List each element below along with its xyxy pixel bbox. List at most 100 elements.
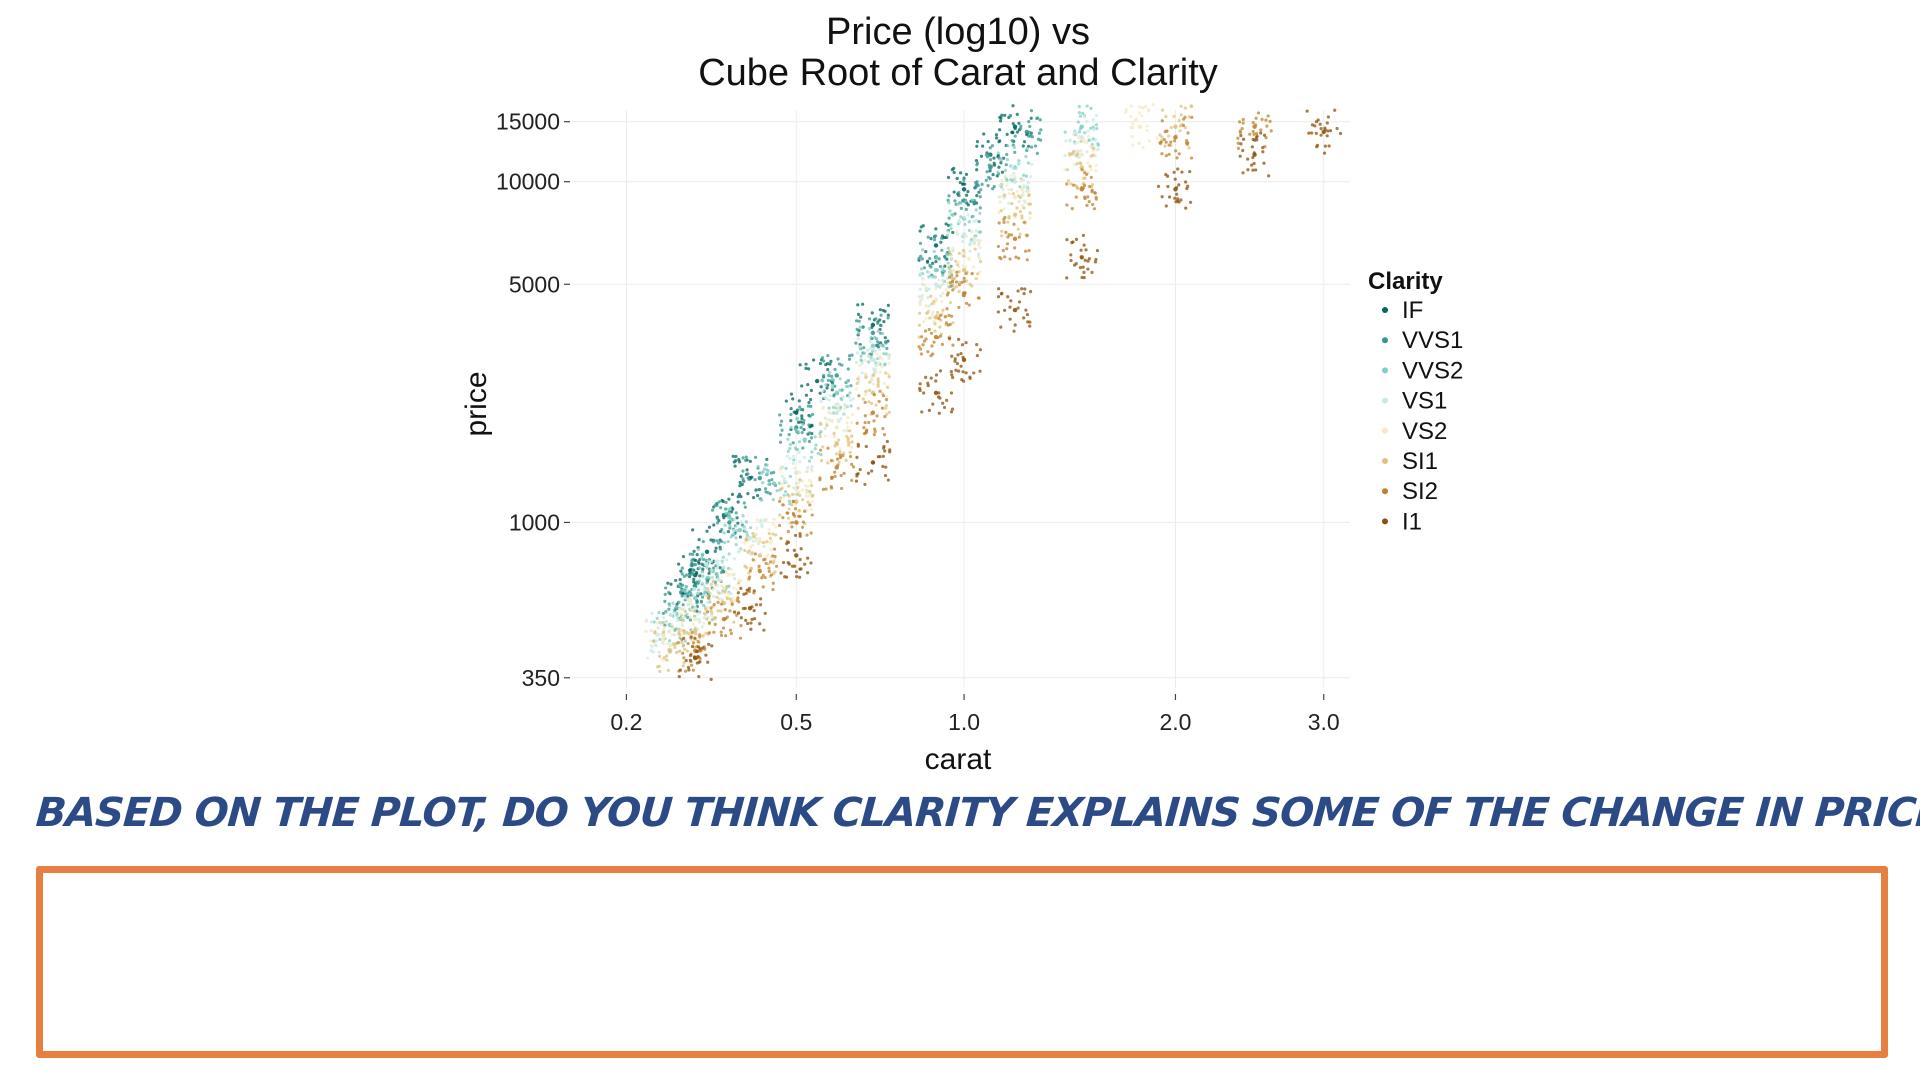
point-dot bbox=[683, 596, 688, 600]
point-center bbox=[704, 549, 710, 554]
point-dot bbox=[999, 209, 1003, 213]
point-dot bbox=[917, 335, 921, 339]
point-dot bbox=[1082, 195, 1087, 199]
point-dot bbox=[719, 584, 723, 588]
point-dot bbox=[696, 588, 701, 592]
point-dot bbox=[1261, 146, 1265, 150]
point-dot bbox=[1189, 200, 1193, 204]
point-dot bbox=[709, 559, 714, 563]
point-dot bbox=[707, 559, 711, 563]
point-dot bbox=[1250, 163, 1254, 167]
point-dot bbox=[825, 423, 829, 427]
point-dot bbox=[782, 477, 786, 481]
point-dot bbox=[745, 533, 749, 538]
point-dot bbox=[755, 518, 759, 522]
x-tick-label: 1.0 bbox=[948, 709, 980, 735]
point-dot bbox=[883, 473, 888, 478]
point-dot bbox=[680, 620, 684, 625]
point-dot bbox=[885, 385, 890, 389]
point-dot bbox=[692, 577, 696, 581]
point-dot bbox=[1318, 122, 1322, 126]
point-dot bbox=[737, 578, 741, 582]
point-dot bbox=[937, 257, 941, 261]
point-dot bbox=[768, 536, 772, 540]
point-dot bbox=[806, 404, 810, 408]
point-dot bbox=[1091, 148, 1095, 153]
point-dot bbox=[982, 132, 986, 136]
point-dot bbox=[947, 263, 951, 268]
answer-box[interactable] bbox=[36, 866, 1888, 1058]
point-dot bbox=[840, 363, 844, 367]
point-dot bbox=[668, 639, 672, 643]
point-dot bbox=[806, 500, 810, 504]
data-point bbox=[918, 369, 955, 415]
data-point bbox=[731, 454, 769, 501]
point-dot bbox=[964, 341, 968, 345]
point-dot bbox=[799, 426, 803, 430]
point-center bbox=[870, 357, 876, 363]
point-dot bbox=[1079, 149, 1083, 153]
point-dot bbox=[932, 235, 937, 239]
point-dot bbox=[783, 575, 787, 579]
point-dot bbox=[1084, 248, 1088, 252]
point-dot bbox=[1022, 316, 1026, 320]
data-point bbox=[918, 277, 949, 324]
point-dot bbox=[698, 635, 702, 639]
point-center bbox=[961, 232, 967, 237]
data-point bbox=[1236, 111, 1273, 150]
point-dot bbox=[1008, 257, 1012, 261]
point-dot bbox=[883, 414, 887, 419]
point-dot bbox=[1010, 130, 1014, 134]
point-dot bbox=[771, 497, 775, 502]
point-dot bbox=[957, 193, 961, 198]
point-dot bbox=[998, 128, 1002, 132]
point-dot bbox=[1065, 203, 1069, 207]
legend-key bbox=[1382, 488, 1388, 495]
point-dot bbox=[698, 574, 702, 578]
point-dot bbox=[986, 139, 990, 144]
point-dot bbox=[999, 325, 1003, 329]
point-dot bbox=[856, 442, 860, 446]
point-dot bbox=[695, 601, 699, 605]
point-dot bbox=[738, 548, 742, 553]
point-dot bbox=[1129, 115, 1133, 119]
point-dot bbox=[951, 213, 955, 217]
point-dot bbox=[887, 361, 891, 365]
point-dot bbox=[1262, 161, 1266, 165]
point-dot bbox=[787, 432, 791, 437]
point-dot bbox=[872, 419, 876, 423]
point-dot bbox=[648, 639, 653, 643]
legend-label: IF bbox=[1402, 297, 1423, 324]
point-dot bbox=[1009, 174, 1013, 178]
point-dot bbox=[1246, 168, 1250, 172]
point-dot bbox=[790, 520, 795, 525]
point-dot bbox=[797, 514, 801, 518]
point-dot bbox=[1065, 237, 1069, 242]
point-dot bbox=[802, 427, 806, 432]
point-dot bbox=[828, 393, 832, 398]
point-dot bbox=[1239, 142, 1243, 146]
point-dot bbox=[864, 389, 868, 393]
point-dot bbox=[990, 144, 995, 148]
point-dot bbox=[938, 313, 942, 318]
point-dot bbox=[761, 573, 765, 577]
point-dot bbox=[964, 199, 968, 203]
point-dot bbox=[827, 398, 831, 402]
point-dot bbox=[686, 588, 690, 592]
point-dot bbox=[800, 416, 804, 421]
point-dot bbox=[825, 386, 829, 390]
point-dot bbox=[684, 585, 688, 589]
point-dot bbox=[826, 446, 830, 450]
point-dot bbox=[1076, 120, 1080, 124]
point-dot bbox=[953, 276, 957, 280]
point-dot bbox=[1000, 178, 1004, 183]
point-dot bbox=[710, 508, 715, 512]
point-dot bbox=[988, 153, 992, 157]
point-dot bbox=[876, 321, 880, 325]
point-dot bbox=[827, 373, 831, 378]
point-dot bbox=[1187, 115, 1191, 119]
point-dot bbox=[753, 552, 758, 556]
point-dot bbox=[926, 260, 930, 264]
point-dot bbox=[810, 513, 814, 517]
point-dot bbox=[997, 140, 1001, 144]
